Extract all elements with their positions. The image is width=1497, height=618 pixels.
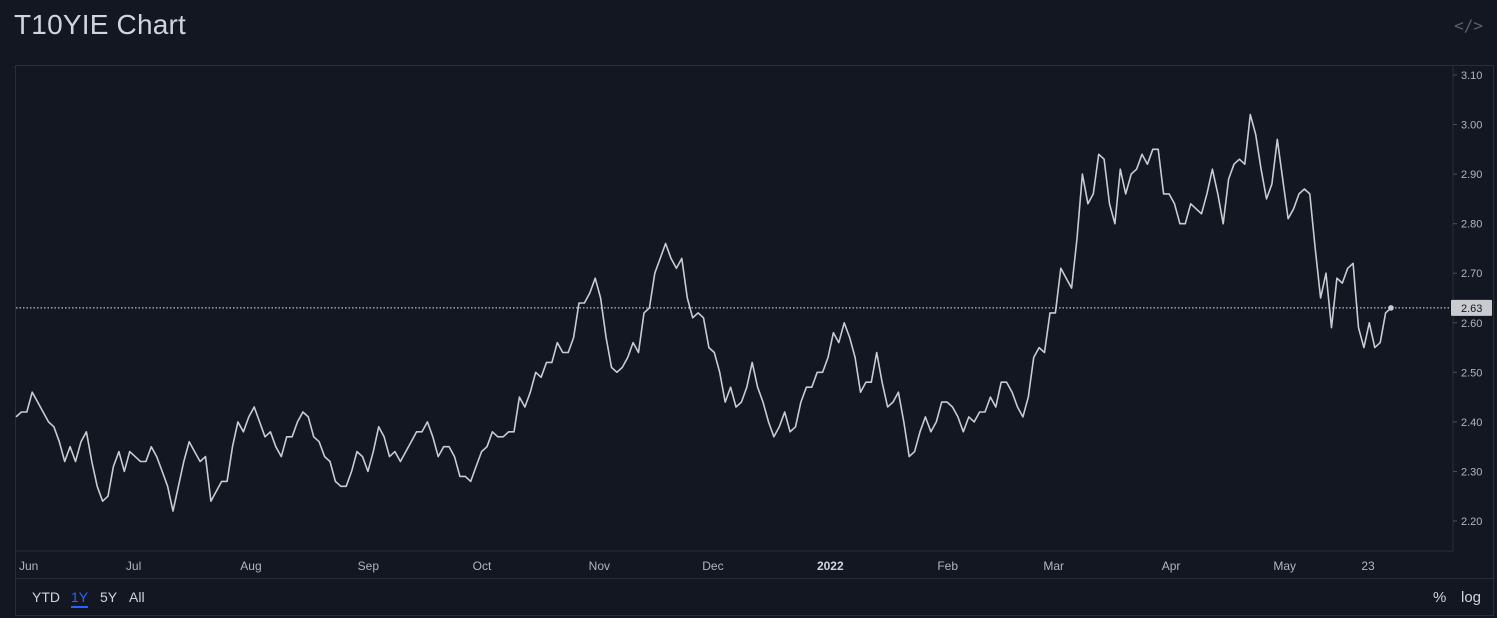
y-tick-label: 2.70: [1461, 268, 1482, 280]
x-tick-label: Jul: [126, 559, 141, 573]
y-tick-label: 3.00: [1461, 120, 1482, 132]
last-value-label: 2.63: [1461, 303, 1482, 315]
range-button-1y[interactable]: 1Y: [71, 589, 89, 608]
y-tick-label: 2.80: [1461, 219, 1482, 231]
range-button-all[interactable]: All: [129, 589, 145, 605]
percent-scale-button[interactable]: %: [1433, 589, 1447, 606]
chart-title: T10YIE Chart: [14, 9, 187, 40]
log-scale-button[interactable]: log: [1461, 589, 1482, 606]
x-tick-label: Mar: [1043, 559, 1064, 573]
x-tick-label: Aug: [240, 559, 261, 573]
y-tick-label: 2.20: [1461, 516, 1482, 528]
series-line: [15, 113, 1392, 512]
last-value-badge: [1451, 299, 1492, 316]
x-tick-label: Apr: [1162, 559, 1181, 573]
y-tick-label: 2.30: [1461, 466, 1482, 478]
y-tick-label: 2.60: [1461, 318, 1482, 330]
x-tick-label: Dec: [702, 559, 723, 573]
x-tick-label: Jun: [19, 559, 38, 573]
x-tick-label: Feb: [937, 559, 958, 573]
range-button-ytd[interactable]: YTD: [32, 589, 60, 605]
x-tick-label: Nov: [589, 559, 610, 573]
x-tick-label: Sep: [358, 559, 380, 573]
y-tick-label: 3.10: [1461, 70, 1482, 82]
y-tick-label: 2.90: [1461, 169, 1482, 181]
chart-frame: [15, 65, 1494, 616]
code-icon[interactable]: </>: [1454, 16, 1483, 35]
range-toolbar: YTD 1Y 5Y All % log: [16, 578, 1493, 616]
y-tick-label: 2.40: [1461, 417, 1482, 429]
x-tick-label: May: [1273, 559, 1296, 573]
range-button-5y[interactable]: 5Y: [100, 589, 118, 605]
x-tick-label: Oct: [473, 559, 492, 573]
y-tick-label: 2.50: [1461, 367, 1482, 379]
x-tick-label: 23: [1361, 559, 1375, 573]
last-value-dot: [1388, 305, 1394, 311]
x-tick-label: 2022: [817, 559, 844, 573]
